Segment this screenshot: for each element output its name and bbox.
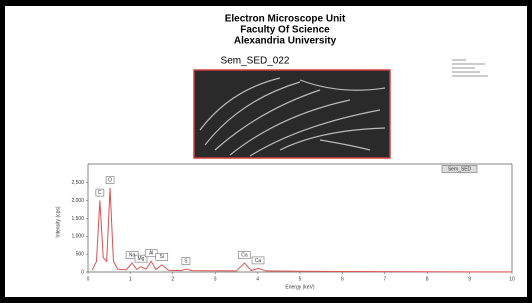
peak-label: Na [129, 252, 136, 258]
header-line: Faculty Of Science [240, 25, 330, 36]
x-tick-label: 9 [468, 276, 471, 282]
y-tick-label: 0 [81, 269, 84, 275]
peak-label: Ca [255, 258, 262, 264]
peak-label: Si [160, 254, 164, 260]
y-tick-label: 1,000 [71, 234, 84, 240]
sem-image [194, 70, 390, 158]
peak-label: Al [149, 251, 153, 257]
peak-label: O [108, 177, 112, 183]
x-tick-label: 5 [299, 276, 302, 282]
x-tick-label: 7 [383, 276, 386, 282]
peak-label: Ca [241, 252, 248, 258]
y-tick-label: 1,500 [71, 216, 84, 222]
x-tick-label: 3 [214, 276, 217, 282]
y-tick-label: 2,000 [71, 198, 84, 204]
x-tick-label: 1 [129, 276, 132, 282]
y-tick-label: 2,500 [71, 180, 84, 186]
x-tick-label: 6 [341, 276, 344, 282]
peak-label: Mg [138, 256, 145, 262]
header-line: Alexandria University [234, 36, 337, 47]
y-axis-label: Intensity (cps) [55, 206, 61, 237]
peak-label: C [98, 190, 102, 196]
x-tick-label: 2 [171, 276, 174, 282]
legend-label: Sem_SED [448, 166, 472, 172]
page: Electron Microscope Unit Faculty Of Scie… [0, 0, 532, 303]
y-tick-label: 500 [76, 251, 85, 257]
x-tick-label: 0 [87, 276, 90, 282]
header-line: Electron Microscope Unit [225, 14, 346, 25]
x-tick-label: 10 [509, 276, 515, 282]
x-axis-label: Energy (keV) [285, 284, 315, 290]
sample-name: Sem_SED_022 [221, 56, 290, 67]
x-tick-label: 8 [426, 276, 429, 282]
x-tick-label: 4 [256, 276, 259, 282]
